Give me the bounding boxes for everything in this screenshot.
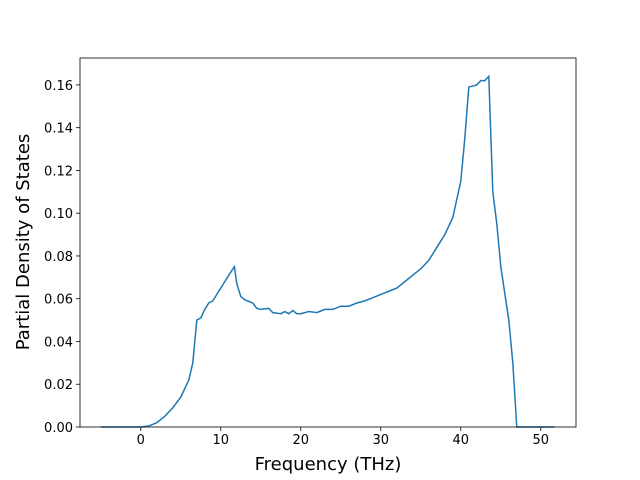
data-line xyxy=(100,74,555,428)
x-tick-label: 40 xyxy=(453,433,470,448)
y-axis-label: Partial Density of States xyxy=(13,134,34,351)
x-axis-label: Frequency (THz) xyxy=(255,454,402,475)
y-tick-label: 0.10 xyxy=(44,207,73,222)
x-tick-label: 20 xyxy=(293,433,310,448)
y-tick-label: 0.04 xyxy=(44,335,73,350)
x-tick-label: 0 xyxy=(137,433,145,448)
y-tick-label: 0.00 xyxy=(44,421,73,436)
x-tick-label: 10 xyxy=(213,433,230,448)
y-tick-label: 0.02 xyxy=(44,378,73,393)
y-tick-label: 0.16 xyxy=(44,79,73,94)
axes-frame xyxy=(79,57,577,428)
x-tick-label: 30 xyxy=(373,433,390,448)
y-tick-label: 0.06 xyxy=(44,293,73,308)
y-tick-label: 0.12 xyxy=(44,164,73,179)
x-tick-label: 50 xyxy=(533,433,550,448)
y-tick-label: 0.08 xyxy=(44,250,73,265)
y-tick-label: 0.14 xyxy=(44,122,73,137)
